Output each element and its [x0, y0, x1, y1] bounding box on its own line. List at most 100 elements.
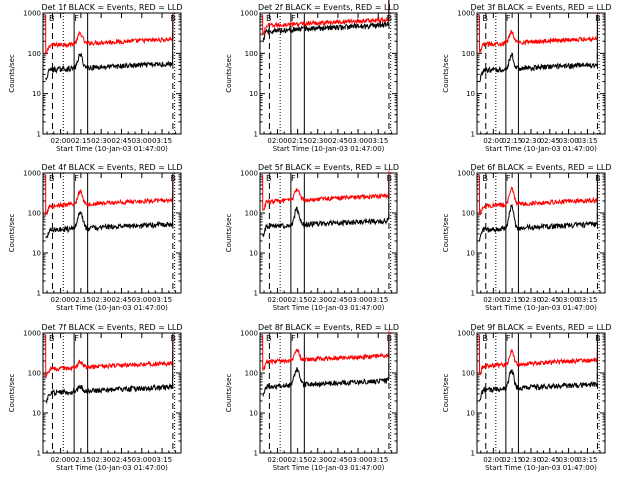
detector-panel-9: Det 9f BLACK = Events, RED = LLD 1 10 100 10… [442, 323, 612, 472]
x-tick-label: 02:30 [521, 456, 541, 464]
x-tick-label: 03:15 [152, 456, 172, 464]
detector-panel-3: Det 3f BLACK = Events, RED = LLD 1 10 100 10… [442, 3, 612, 153]
x-tick-label: 03:15 [577, 456, 597, 464]
x-tick-label: 02:00 [50, 137, 70, 145]
panel-title: Det 3f BLACK = Events, RED = LLD [470, 3, 611, 12]
x-tick-label: 03:15 [577, 296, 597, 304]
y-tick-label: 100 [462, 210, 475, 218]
y-tick-label: 1000 [23, 10, 41, 18]
x-tick-label: 03:15 [368, 137, 388, 145]
x-tick-label: 02:45 [328, 456, 348, 464]
y-tick-label: 100 [462, 50, 475, 58]
detector-panel-8: Det 8f BLACK = Events, RED = LLD 1 10 100 10… [225, 323, 399, 472]
y-tick-label: 1000 [457, 330, 475, 338]
y-tick-label: 100 [245, 370, 258, 378]
x-tick-label: 02:30 [91, 456, 111, 464]
y-tick-label: 1000 [23, 330, 41, 338]
y-tick-label: 100 [28, 370, 41, 378]
x-tick-label: 02:15 [71, 296, 91, 304]
events-series-line [479, 174, 598, 242]
x-tick-label: 03:15 [152, 296, 172, 304]
plot-frame [42, 332, 182, 454]
y-tick-label: 100 [28, 210, 41, 218]
y-tick-label: 100 [245, 50, 258, 58]
y-tick-label: 1 [254, 450, 258, 458]
interval-marker: B [482, 334, 488, 343]
panel-title: Det 5f BLACK = Events, RED = LLD [258, 163, 399, 172]
y-axis-label: Counts/sec [442, 214, 450, 253]
y-tick-label: 1 [254, 290, 258, 298]
interval-marker: F [74, 334, 79, 343]
plot-frame [42, 12, 182, 135]
y-tick-label: 1000 [240, 10, 258, 18]
panel-title: Det 4f BLACK = Events, RED = LLD [41, 163, 182, 172]
x-tick-label: 02:15 [502, 456, 522, 464]
y-axis-label: Counts/sec [442, 374, 450, 413]
x-tick-label: 02:30 [308, 456, 328, 464]
x-tick-label: 03:00 [348, 456, 368, 464]
y-tick-label: 10 [249, 250, 258, 258]
x-tick-label: 02:45 [111, 296, 131, 304]
y-tick-label: 1000 [240, 170, 258, 178]
interval-marker: F [291, 14, 296, 23]
interval-marker: B [49, 14, 55, 23]
x-tick-label: 03:00 [348, 137, 368, 145]
y-tick-label: 10 [466, 90, 475, 98]
x-tick-label: 02:30 [308, 296, 328, 304]
y-axis-label: Counts/sec [225, 54, 233, 93]
y-tick-label: 10 [466, 250, 475, 258]
x-tick-label: 02:00 [483, 456, 503, 464]
interval-marker: F [291, 174, 296, 183]
x-tick-label: 02:30 [91, 296, 111, 304]
x-tick-label: 02:15 [71, 456, 91, 464]
y-tick-label: 1 [37, 450, 41, 458]
detector-panel-2: Det 2f BLACK = Events, RED = LLD 1 10 100 10… [225, 0, 399, 153]
events-series-line [479, 334, 598, 402]
y-tick-label: 10 [32, 410, 41, 418]
x-tick-label: 02:15 [288, 456, 308, 464]
x-tick-label: 02:45 [328, 296, 348, 304]
plot-frame [259, 172, 398, 294]
interval-marker: F [291, 334, 296, 343]
lld-series-line [45, 334, 174, 379]
y-tick-label: 10 [466, 410, 475, 418]
events-series-line [45, 14, 174, 81]
x-axis-label: Start Time (10-Jan-03 01:47:00) [56, 145, 168, 153]
y-axis-label: Counts/sec [442, 54, 450, 93]
y-tick-label: 10 [249, 90, 258, 98]
x-tick-label: 02:45 [540, 456, 560, 464]
interval-marker: F [506, 14, 511, 23]
x-tick-label: 02:30 [521, 296, 541, 304]
lld-series-line [479, 174, 598, 216]
x-tick-label: 02:15 [502, 137, 522, 145]
x-tick-label: 03:00 [559, 296, 579, 304]
x-tick-label: 03:00 [132, 296, 152, 304]
x-axis-label: Start Time (10-Jan-03 01:47:00) [485, 145, 597, 153]
y-tick-label: 10 [32, 250, 41, 258]
panel-title: Det 6f BLACK = Events, RED = LLD [470, 163, 611, 172]
lld-series-line [479, 12, 598, 55]
y-tick-label: 10 [249, 410, 258, 418]
x-tick-label: 02:45 [328, 137, 348, 145]
y-tick-label: 1 [471, 450, 475, 458]
detector-panel-7: Det 7f BLACK = Events, RED = LLD 1 10 100 10… [8, 323, 183, 472]
x-tick-label: 03:00 [132, 137, 152, 145]
interval-marker: F [506, 174, 511, 183]
x-axis-label: Start Time (10-Jan-03 01:47:00) [273, 304, 385, 312]
interval-marker: B [482, 174, 488, 183]
plot-frame [476, 172, 606, 294]
lld-series-line [479, 334, 598, 376]
y-tick-label: 1 [471, 290, 475, 298]
y-tick-label: 100 [245, 210, 258, 218]
x-axis-label: Start Time (10-Jan-03 01:47:00) [485, 464, 597, 472]
x-tick-label: 03:15 [368, 456, 388, 464]
interval-marker: B [49, 334, 55, 343]
panel-title: Det 8f BLACK = Events, RED = LLD [258, 323, 399, 332]
x-tick-label: 02:15 [288, 137, 308, 145]
events-series-line [479, 14, 598, 83]
y-tick-label: 1 [254, 131, 258, 139]
x-tick-label: 02:30 [521, 137, 541, 145]
x-axis-label: Start Time (10-Jan-03 01:47:00) [485, 304, 597, 312]
panel-title: Det 7f BLACK = Events, RED = LLD [41, 323, 182, 332]
lld-series-line [45, 174, 174, 216]
